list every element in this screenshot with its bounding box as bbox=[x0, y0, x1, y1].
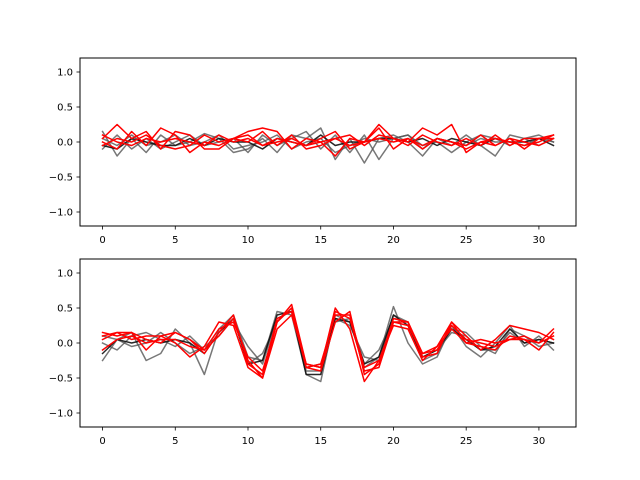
x-tick-label-bottom-0: 0 bbox=[99, 436, 105, 447]
x-tick-label-top-0: 0 bbox=[99, 235, 105, 246]
x-tick-label-bottom-6: 30 bbox=[533, 436, 546, 447]
y-tick-label-top-0: −1.0 bbox=[49, 208, 73, 219]
x-tick-label-bottom-4: 20 bbox=[387, 436, 400, 447]
series-line-top-6 bbox=[101, 127, 555, 154]
x-tick-label-top-3: 15 bbox=[314, 235, 327, 246]
x-tick-label-top-4: 20 bbox=[387, 235, 400, 246]
ticks-layer-top: 0 5 10 15 20 25 30 −1.0 −0.5 0.0 0.5 1.0 bbox=[49, 68, 546, 247]
x-tick-label-top-5: 25 bbox=[460, 235, 473, 246]
x-tick-label-bottom-3: 15 bbox=[314, 436, 327, 447]
y-tick-label-top-2: 0.0 bbox=[57, 138, 73, 149]
x-tick-label-top-1: 5 bbox=[172, 235, 178, 246]
x-tick-label-top-6: 30 bbox=[533, 235, 546, 246]
series-line-top-7 bbox=[101, 130, 555, 150]
subplot-top: 0 5 10 15 20 25 30 −1.0 −0.5 0.0 0.5 1.0 bbox=[49, 57, 577, 247]
series-line-top-8 bbox=[101, 133, 555, 150]
y-tick-label-bottom-4: 1.0 bbox=[57, 269, 73, 280]
series-line-bottom-8 bbox=[101, 307, 555, 372]
y-tick-label-top-3: 0.5 bbox=[57, 103, 73, 114]
y-tick-label-bottom-1: −0.5 bbox=[49, 374, 73, 385]
y-tick-label-bottom-0: −1.0 bbox=[49, 409, 73, 420]
series-layer-bottom bbox=[101, 303, 555, 383]
x-tick-label-bottom-1: 5 bbox=[172, 436, 178, 447]
x-tick-label-bottom-2: 10 bbox=[242, 436, 255, 447]
y-tick-label-bottom-3: 0.5 bbox=[57, 304, 73, 315]
x-tick-label-bottom-5: 25 bbox=[460, 436, 473, 447]
y-tick-label-top-4: 1.0 bbox=[57, 68, 73, 79]
x-tick-label-top-2: 10 bbox=[242, 235, 255, 246]
y-tick-label-top-1: −0.5 bbox=[49, 173, 73, 184]
subplot-bottom: 0 5 10 15 20 25 30 −1.0 −0.5 0.0 0.5 1.0 bbox=[49, 258, 577, 448]
ticks-layer-bottom: 0 5 10 15 20 25 30 −1.0 −0.5 0.0 0.5 1.0 bbox=[49, 269, 546, 448]
series-layer-top bbox=[101, 123, 555, 164]
y-tick-label-bottom-2: 0.0 bbox=[57, 339, 73, 350]
